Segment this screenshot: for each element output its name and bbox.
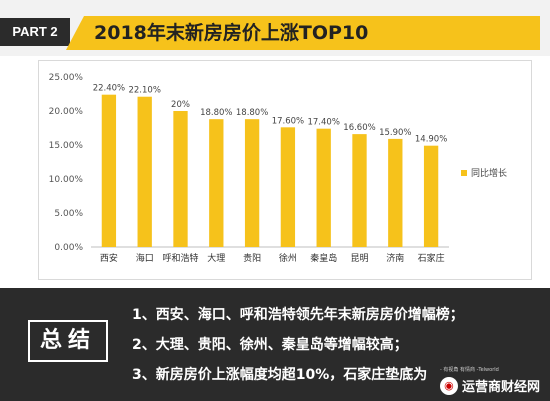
data-label: 18.80%: [200, 108, 232, 118]
legend-label: 同比增长: [471, 169, 508, 179]
x-tick-label: 徐州: [279, 252, 297, 264]
bar: [388, 138, 403, 247]
bar: [209, 119, 224, 247]
data-label: 22.40%: [93, 84, 125, 94]
page-title: 2018年末新房房价上涨TOP10: [94, 22, 369, 44]
x-tick-label: 大理: [207, 252, 225, 264]
chart-legend: 同比增长: [461, 166, 507, 179]
data-label: 20%: [171, 100, 190, 110]
y-tick-label: 10.00%: [49, 175, 84, 185]
y-tick-label: 15.00%: [49, 141, 84, 151]
header: PART 2 2018年末新房房价上涨TOP10: [0, 0, 550, 56]
data-label: 16.60%: [343, 123, 375, 133]
data-label: 17.60%: [272, 116, 304, 126]
y-tick-label: 25.00%: [49, 73, 84, 83]
brand-icon: ◉: [439, 376, 458, 395]
y-tick-label: 20.00%: [49, 107, 84, 117]
data-label: 14.90%: [415, 135, 447, 145]
x-tick-label: 海口: [136, 252, 154, 264]
summary-line-3: 3、新房房价上涨幅度均超10%，石家庄垫底为: [132, 367, 428, 383]
watermark-brand: 运营商财经网: [461, 380, 540, 395]
x-tick-label: 贵阳: [243, 252, 261, 264]
bar: [244, 119, 260, 247]
x-tick-label: 西安: [100, 252, 118, 264]
summary-panel: 总结 1、西安、海口、呼和浩特领先年末新房房价增幅榜； 2、大理、贵阳、徐州、秦…: [0, 288, 550, 401]
bar: [423, 145, 439, 247]
y-tick-label: 5.00%: [54, 209, 83, 219]
x-tick-label: 石家庄: [418, 252, 445, 264]
summary-lines: 1、西安、海口、呼和浩特领先年末新房房价增幅榜； 2、大理、贵阳、徐州、秦皇岛等…: [132, 300, 542, 390]
bar: [137, 96, 152, 247]
part-label: PART 2: [0, 18, 70, 46]
summary-line-2: 2、大理、贵阳、徐州、秦皇岛等增幅较高；: [132, 337, 408, 353]
watermark-logo: ◉ 运营商财经网: [439, 376, 540, 395]
x-tick-label: 济南: [386, 252, 404, 264]
x-tick-label: 呼和浩特: [162, 252, 198, 264]
title-banner: 2018年末新房房价上涨TOP10: [66, 16, 540, 50]
summary-label: 总结: [28, 320, 108, 362]
data-label: 18.80%: [236, 108, 268, 118]
summary-line-1: 1、西安、海口、呼和浩特领先年末新房房价增幅榜；: [132, 307, 464, 323]
legend-swatch: [461, 169, 467, 176]
bar: [316, 128, 331, 247]
chart-container: 0.00% 5.00% 10.00% 15.00% 20.00% 25.00% 22.40%…: [38, 60, 532, 280]
data-label: 17.40%: [307, 118, 339, 128]
watermark-tagline: - 有视角 有情商 -Telworld: [440, 367, 499, 373]
bar: [352, 134, 367, 247]
y-tick-label: 0.00%: [54, 243, 83, 253]
bar: [280, 127, 296, 247]
data-label: 15.90%: [379, 128, 411, 138]
x-tick-label: 昆明: [350, 253, 368, 264]
x-tick-label: 秦皇岛: [310, 252, 337, 264]
bar: [173, 111, 188, 247]
data-label: 22.10%: [128, 86, 160, 96]
bar-chart: 0.00% 5.00% 10.00% 15.00% 20.00% 25.00% 22.40%…: [49, 73, 449, 264]
bar: [101, 94, 117, 248]
